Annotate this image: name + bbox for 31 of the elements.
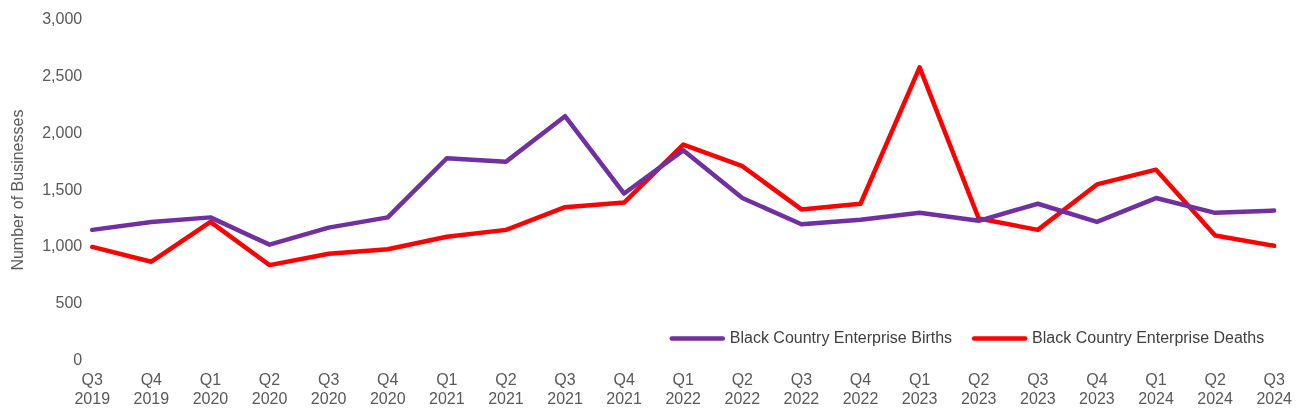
- x-tick-label: Q4 2022: [842, 370, 879, 407]
- legend-label: Black Country Enterprise Deaths: [1032, 329, 1265, 347]
- x-tick-label: Q2 2021: [488, 370, 524, 407]
- x-tick-label: Q2 2023: [960, 370, 997, 407]
- x-tick-label: Q2 2022: [724, 370, 761, 407]
- y-tick-label: 1,000: [42, 237, 83, 255]
- x-tick-label: Q1 2024: [1138, 370, 1174, 407]
- x-tick-label: Q4 2020: [369, 370, 406, 407]
- x-tick-label: Q3 2022: [783, 370, 820, 407]
- y-tick-label: 3,000: [42, 10, 83, 28]
- x-tick-label: Q2 2024: [1197, 370, 1233, 407]
- x-tick-label: Q1 2020: [192, 370, 229, 407]
- x-tick-label: Q3 2024: [1256, 370, 1293, 407]
- x-tick-label: Q1 2023: [901, 370, 938, 407]
- x-tick-label: Q2 2020: [251, 370, 288, 407]
- x-tick-label: Q3 2021: [547, 370, 583, 407]
- y-tick-label: 0: [73, 351, 83, 369]
- y-tick-label: 2,000: [42, 123, 83, 141]
- y-tick-label: 1,500: [42, 180, 83, 198]
- x-tick-label: Q1 2021: [429, 370, 465, 407]
- x-tick-label: Q3 2023: [1020, 370, 1056, 407]
- y-axis-title: Number of Businesses: [9, 109, 27, 271]
- x-tick-label: Q3 2020: [310, 370, 347, 407]
- x-tick-label: Q4 2023: [1079, 370, 1115, 407]
- x-tick-label: Q1 2022: [665, 370, 702, 407]
- x-tick-label: Q3 2019: [74, 370, 111, 407]
- y-tick-label: 2,500: [42, 66, 83, 84]
- x-tick-label: Q4 2021: [606, 370, 643, 407]
- y-tick-label: 500: [55, 294, 83, 312]
- legend-label: Black Country Enterprise Births: [729, 329, 953, 347]
- x-tick-label: Q4 2019: [133, 370, 170, 407]
